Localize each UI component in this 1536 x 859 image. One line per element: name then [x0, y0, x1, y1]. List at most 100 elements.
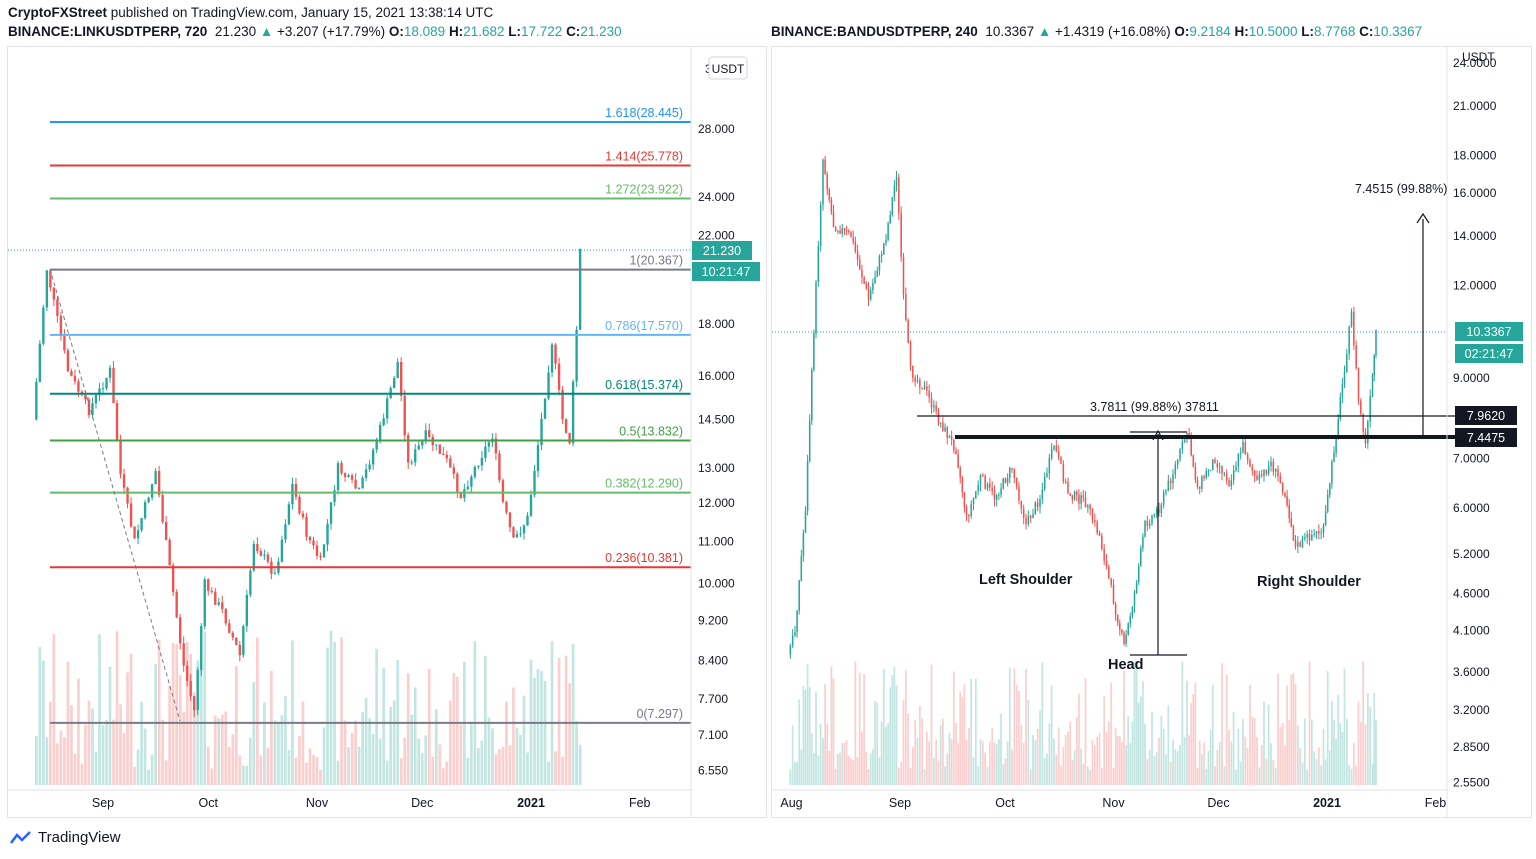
- link-volume-bar: [80, 763, 84, 785]
- link-candle-body: [178, 617, 182, 644]
- link-volume-bar: [427, 668, 431, 785]
- link-candle-body: [147, 497, 150, 503]
- band-volume-bar: [1067, 731, 1069, 785]
- link-fib-diagonal[interactable]: [49, 268, 181, 722]
- left-symbol[interactable]: BINANCE:LINKUSDTPERP, 720: [8, 24, 208, 39]
- link-volume-bar: [52, 634, 56, 785]
- band-volume-bar: [1096, 736, 1099, 785]
- link-volume-bar: [133, 767, 136, 785]
- link-volume-bar: [364, 697, 368, 785]
- link-y-tick: 12.000: [698, 496, 735, 510]
- band-volume-bar: [921, 718, 924, 785]
- band-volume-bar: [1069, 721, 1072, 785]
- band-volume-bar: [1258, 767, 1261, 785]
- band-volume-bar: [1123, 670, 1125, 785]
- link-candle-body: [133, 526, 136, 539]
- band-volume-bar: [930, 664, 933, 785]
- link-candle-body: [231, 632, 234, 638]
- link-candle-body: [154, 471, 157, 485]
- band-volume-bar: [876, 703, 879, 785]
- band-candle-body: [1151, 515, 1153, 524]
- band-volume-bar: [1246, 748, 1249, 785]
- band-candle-body: [1018, 486, 1020, 501]
- link-currency-box[interactable]: [708, 56, 748, 80]
- band-volume-bar: [861, 731, 863, 785]
- band-y-tick: 16.0000: [1453, 186, 1497, 200]
- link-volume-bar: [70, 705, 73, 785]
- band-candle-body: [1214, 459, 1216, 464]
- link-candle-body: [291, 483, 294, 505]
- link-candle-body: [400, 361, 403, 396]
- band-candle-body: [1286, 496, 1288, 506]
- band-candle-body: [824, 159, 826, 175]
- link-candle-body: [238, 644, 242, 656]
- band-volume-bar: [1110, 683, 1113, 785]
- fib-level-label: 1(20.367): [629, 254, 683, 268]
- link-candle-body: [368, 464, 371, 470]
- band-volume-bar: [1131, 721, 1134, 785]
- band-candle-body: [1110, 578, 1112, 585]
- band-candle-body: [1263, 469, 1265, 476]
- band-candle-body: [950, 436, 953, 440]
- link-volume-bar: [189, 653, 193, 785]
- link-candle-body: [319, 555, 322, 558]
- band-candle-body: [1367, 421, 1369, 444]
- link-candle-body: [200, 626, 203, 670]
- band-volume-bar: [1251, 716, 1254, 785]
- band-candle-body: [1355, 345, 1357, 369]
- band-candle-body: [1373, 355, 1376, 376]
- link-candle-body: [564, 419, 568, 433]
- band-candle-body: [1237, 454, 1240, 467]
- link-chart-panel[interactable]: 1.618(28.445) 1.414(25.778) 1.272(23.922) 1…: [7, 46, 767, 818]
- link-y-tick: 6.550: [698, 764, 728, 778]
- tradingview-brand[interactable]: TradingView: [10, 829, 121, 846]
- band-chart-svg[interactable]: 3.7811 (99.88%) 37811 7.4515 (99.88%) Le…: [772, 47, 1531, 817]
- band-countdown-text: 02:21:47: [1465, 347, 1514, 361]
- band-volume-bar: [889, 687, 892, 785]
- link-volume-bar: [84, 724, 87, 785]
- band-x-tick: Dec: [1207, 796, 1229, 810]
- link-volume-bar: [42, 660, 45, 785]
- link-volume-bar: [273, 720, 277, 785]
- band-chart-panel[interactable]: 3.7811 (99.88%) 37811 7.4515 (99.88%) Le…: [771, 46, 1532, 818]
- band-volume-bar: [1060, 766, 1062, 785]
- band-candle-body: [1249, 460, 1251, 467]
- band-candle-body: [1318, 531, 1320, 534]
- band-candle-body: [993, 491, 996, 500]
- right-symbol[interactable]: BINANCE:BANDUSDTPERP, 240: [771, 24, 978, 39]
- band-volume-bar: [995, 744, 998, 785]
- band-volume-bar: [1158, 737, 1160, 785]
- link-chart-svg[interactable]: 1.618(28.445) 1.414(25.778) 1.272(23.922) 1…: [8, 47, 766, 817]
- link-volume-bar: [284, 696, 287, 785]
- band-y-tick: 2.8500: [1453, 740, 1490, 754]
- link-volume-bar: [164, 760, 168, 785]
- band-candle-body: [1216, 463, 1219, 468]
- band-time-axis[interactable]: Aug Sep Oct Nov Dec 2021 Feb: [780, 796, 1446, 810]
- band-candle-body: [1201, 476, 1203, 489]
- author-name[interactable]: CryptoFXStreet: [8, 5, 108, 20]
- band-candle-body: [1041, 489, 1044, 500]
- link-candle-body: [164, 521, 168, 540]
- link-volume-bar: [126, 672, 129, 785]
- band-candle-body: [1230, 480, 1233, 487]
- band-candle-body: [1362, 413, 1364, 432]
- band-volume-bar: [1320, 765, 1323, 785]
- band-candle-body: [1203, 476, 1205, 478]
- band-candle-body: [1020, 500, 1023, 509]
- band-candle-body: [1046, 473, 1048, 477]
- link-currency-label: USDT: [712, 62, 745, 76]
- link-candle-body: [221, 602, 224, 610]
- band-volume-bar: [845, 740, 848, 785]
- link-volume-bar: [368, 718, 371, 785]
- link-time-axis[interactable]: Sep Oct Nov Dec 2021 Feb: [92, 796, 651, 810]
- link-volume-bar: [522, 695, 526, 785]
- band-volume-bar: [1244, 736, 1247, 785]
- band-volume-bar: [1118, 736, 1121, 785]
- band-candle-body: [1212, 459, 1214, 470]
- band-candle-body: [1032, 513, 1034, 518]
- band-candle-body: [872, 283, 874, 291]
- link-price-axis[interactable]: 28.000 24.000 22.000 18.000 16.000 14.500 13.0…: [698, 122, 735, 778]
- band-price-axis[interactable]: 24.0000 21.0000 18.0000 16.0000 14.0000 12.00…: [1453, 56, 1497, 790]
- link-volume-bar: [424, 735, 428, 785]
- link-y-tick: 9.200: [698, 614, 728, 628]
